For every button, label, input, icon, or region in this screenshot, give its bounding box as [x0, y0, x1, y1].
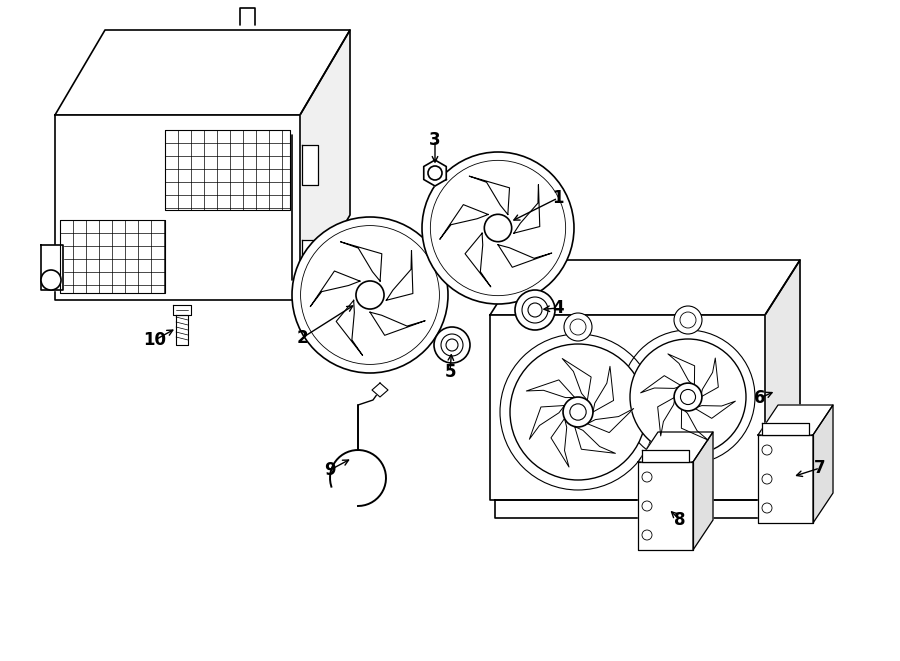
Circle shape — [674, 383, 702, 411]
Polygon shape — [638, 462, 693, 550]
Circle shape — [570, 404, 586, 420]
Bar — [165, 130, 290, 210]
Circle shape — [41, 270, 61, 290]
Polygon shape — [813, 405, 833, 523]
Polygon shape — [176, 315, 188, 345]
Polygon shape — [465, 233, 491, 287]
Circle shape — [446, 339, 458, 351]
Polygon shape — [498, 245, 552, 267]
Text: 7: 7 — [814, 459, 826, 477]
Polygon shape — [490, 315, 765, 500]
Polygon shape — [695, 401, 735, 418]
Polygon shape — [302, 145, 318, 185]
Polygon shape — [551, 418, 569, 467]
Circle shape — [441, 334, 463, 356]
Polygon shape — [575, 426, 616, 453]
Circle shape — [422, 152, 574, 304]
Text: 3: 3 — [429, 131, 441, 149]
Polygon shape — [765, 260, 800, 500]
Polygon shape — [593, 366, 614, 412]
Circle shape — [564, 313, 592, 341]
Polygon shape — [514, 184, 540, 233]
Polygon shape — [562, 358, 591, 401]
Circle shape — [356, 281, 384, 309]
Text: 9: 9 — [324, 461, 336, 479]
Polygon shape — [758, 435, 813, 523]
Polygon shape — [386, 251, 413, 300]
Text: 5: 5 — [445, 363, 455, 381]
Circle shape — [630, 339, 746, 455]
Circle shape — [570, 319, 586, 335]
Circle shape — [484, 214, 512, 242]
Polygon shape — [701, 358, 718, 397]
Circle shape — [430, 161, 565, 295]
Polygon shape — [300, 30, 350, 300]
Circle shape — [522, 297, 548, 323]
Circle shape — [434, 327, 470, 363]
Polygon shape — [762, 423, 809, 435]
Circle shape — [515, 290, 555, 330]
Polygon shape — [372, 383, 388, 397]
Polygon shape — [424, 160, 446, 186]
Polygon shape — [681, 408, 708, 440]
Polygon shape — [693, 432, 713, 550]
Text: 8: 8 — [674, 511, 686, 529]
Polygon shape — [758, 405, 833, 435]
Text: 6: 6 — [754, 389, 766, 407]
Circle shape — [674, 306, 702, 334]
Polygon shape — [337, 300, 363, 356]
Text: 2: 2 — [296, 329, 308, 347]
Polygon shape — [526, 380, 575, 398]
Text: 10: 10 — [143, 331, 166, 349]
Polygon shape — [490, 260, 800, 315]
Polygon shape — [41, 245, 63, 290]
Polygon shape — [173, 305, 191, 315]
Polygon shape — [340, 242, 382, 281]
Circle shape — [292, 217, 448, 373]
Polygon shape — [440, 205, 488, 239]
Polygon shape — [302, 240, 318, 280]
Circle shape — [301, 225, 439, 364]
Polygon shape — [55, 30, 350, 115]
Circle shape — [510, 344, 646, 480]
Polygon shape — [529, 405, 564, 440]
Polygon shape — [642, 450, 689, 462]
Text: 1: 1 — [553, 189, 563, 207]
Polygon shape — [588, 408, 634, 432]
Polygon shape — [641, 375, 681, 393]
Polygon shape — [658, 397, 675, 436]
Polygon shape — [495, 500, 760, 518]
Circle shape — [680, 312, 696, 328]
Bar — [60, 220, 165, 293]
Circle shape — [563, 397, 593, 427]
Polygon shape — [310, 271, 360, 307]
Text: 4: 4 — [553, 299, 563, 317]
Circle shape — [680, 389, 696, 405]
Circle shape — [428, 166, 442, 180]
Polygon shape — [469, 176, 509, 214]
Polygon shape — [638, 432, 713, 462]
Polygon shape — [370, 312, 425, 335]
Circle shape — [528, 303, 542, 317]
Polygon shape — [55, 115, 300, 300]
Polygon shape — [668, 354, 695, 386]
